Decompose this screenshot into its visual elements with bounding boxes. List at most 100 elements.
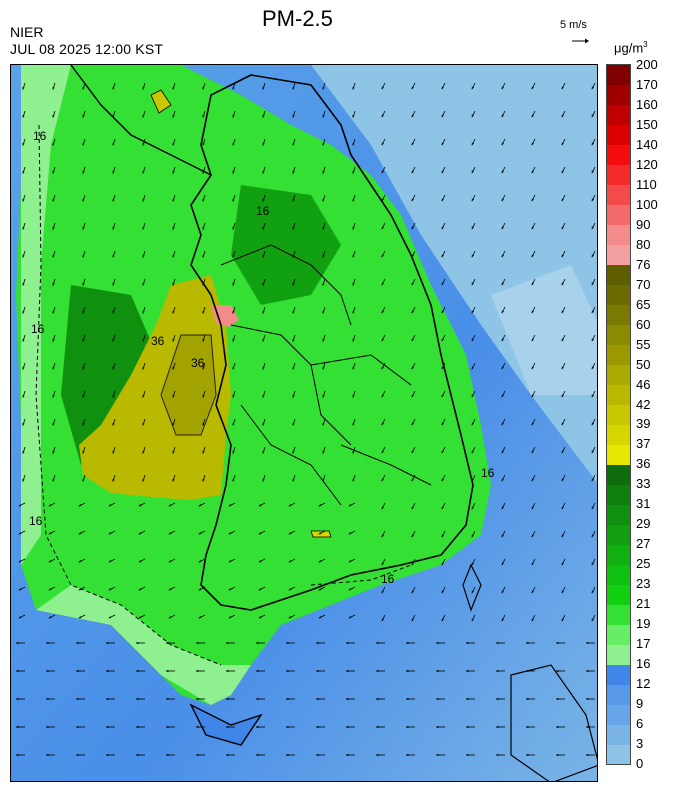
red-hotspot-region: [211, 305, 239, 327]
wind-arrow-head: [78, 588, 82, 591]
wind-arrow-head: [262, 311, 265, 314]
wind-arrow-head: [198, 504, 202, 507]
wind-arrow-head: [561, 450, 564, 454]
wind-arrow-head: [348, 588, 352, 591]
wind-arrow-head: [381, 562, 384, 566]
colorbar-cell: [607, 504, 630, 525]
wind-arrow-head: [352, 311, 355, 314]
colorbar-cell: [607, 424, 630, 445]
pm25-map[interactable]: 16 16 16 16 16 16 36 36: [10, 64, 598, 782]
wind-arrow-head: [198, 616, 202, 619]
wind-arrow-head: [292, 227, 295, 230]
wind-arrow-head: [232, 227, 235, 230]
wind-arrow-head: [136, 753, 139, 757]
wind-arrow-head: [112, 311, 115, 314]
wind-arrow-head: [381, 618, 384, 622]
wind-arrow-head: [232, 367, 235, 370]
wind-arrow-head: [561, 86, 564, 90]
wind-arrow-head: [466, 753, 469, 757]
wind-arrow-head: [82, 115, 85, 118]
wind-arrow-head: [586, 641, 589, 645]
wind-arrow-head: [471, 86, 474, 90]
wind-arrow-head: [441, 282, 444, 286]
colorbar-tick-label: 90: [636, 216, 651, 232]
wind-arrow-head: [82, 451, 85, 454]
wind-arrow-head: [172, 227, 175, 230]
wind-arrow-head: [232, 199, 235, 202]
wind-arrow-head: [232, 311, 235, 314]
wind-arrow-head: [348, 504, 352, 507]
wind-arrow-head: [591, 562, 594, 566]
wind-arrow-head: [441, 618, 444, 622]
wind-arrow-head: [112, 143, 115, 146]
wind-arrow-head: [501, 422, 504, 426]
wind-arrow-head: [16, 641, 19, 645]
contour-label: 16: [481, 466, 495, 480]
wind-arrow-head: [591, 254, 594, 258]
colorbar-cell: [607, 624, 630, 645]
wind-arrow-head: [526, 725, 529, 729]
wind-arrow-head: [591, 534, 594, 538]
wind-arrow-head: [142, 171, 145, 174]
wind-arrow-head: [586, 697, 589, 701]
wind-arrow-head: [381, 170, 384, 174]
contour-label: 16: [31, 322, 45, 336]
wind-arrow-head: [202, 283, 205, 286]
colorbar-cell: [607, 224, 630, 246]
wind-arrow-head: [411, 506, 414, 510]
colorbar-cell: [607, 324, 630, 346]
wind-arrow-head: [82, 395, 85, 398]
wind-arrow-head: [262, 143, 265, 146]
wind-arrow-head: [48, 588, 52, 591]
wind-arrow-head: [556, 753, 559, 757]
wind-arrow-head: [46, 725, 49, 729]
wind-arrow-head: [531, 394, 534, 398]
small-haze-patch-north: [150, 89, 172, 114]
wind-arrow-head: [531, 254, 534, 258]
wind-arrow-head: [501, 394, 504, 398]
wind-arrow-head: [501, 142, 504, 146]
wind-arrow-head: [411, 366, 414, 370]
wind-arrow-head: [348, 532, 352, 535]
wind-arrow-head: [256, 641, 259, 645]
wind-arrow-head: [168, 588, 172, 591]
wind-arrow-head: [256, 697, 259, 701]
wind-arrow-head: [471, 142, 474, 146]
wind-arrow-head: [172, 451, 175, 454]
colorbar-cell: [607, 304, 630, 326]
wind-arrow-head: [556, 697, 559, 701]
wind-arrow-head: [228, 504, 232, 507]
wind-arrow-head: [496, 753, 499, 757]
wind-arrow-head: [316, 697, 319, 701]
wind-arrow-head: [48, 504, 52, 507]
wind-arrow-head: [168, 504, 172, 507]
wind-arrow-head: [142, 479, 145, 482]
wind-arrow-head: [406, 669, 409, 673]
wind-arrow-head: [112, 171, 115, 174]
wind-arrow-head: [82, 339, 85, 342]
wind-arrow-head: [52, 339, 55, 342]
wind-arrow-head: [591, 338, 594, 342]
wind-arrow-head: [501, 338, 504, 342]
colorbar: [606, 64, 631, 765]
wind-arrow-head: [441, 394, 444, 398]
wind-arrow-head: [322, 479, 325, 482]
wind-arrow-head: [436, 641, 439, 645]
wind-arrow-head: [346, 697, 349, 701]
wind-arrow-head: [441, 310, 444, 314]
wind-arrow-head: [441, 254, 444, 258]
wind-arrow-head: [202, 143, 205, 146]
wind-arrow-head: [18, 588, 22, 591]
wind-arrow-head: [262, 115, 265, 118]
wind-arrow-head: [381, 114, 384, 118]
wind-arrow-head: [262, 451, 265, 454]
wind-arrow-head: [232, 143, 235, 146]
wind-arrow-head: [232, 339, 235, 342]
wind-arrow-head: [561, 506, 564, 510]
colorbar-cell: [607, 204, 630, 226]
wind-arrow-head: [322, 451, 325, 454]
wind-arrow-head: [198, 532, 202, 535]
wind-arrow-head: [501, 226, 504, 230]
wind-arrow-head: [501, 86, 504, 90]
wind-arrow-head: [22, 479, 25, 482]
